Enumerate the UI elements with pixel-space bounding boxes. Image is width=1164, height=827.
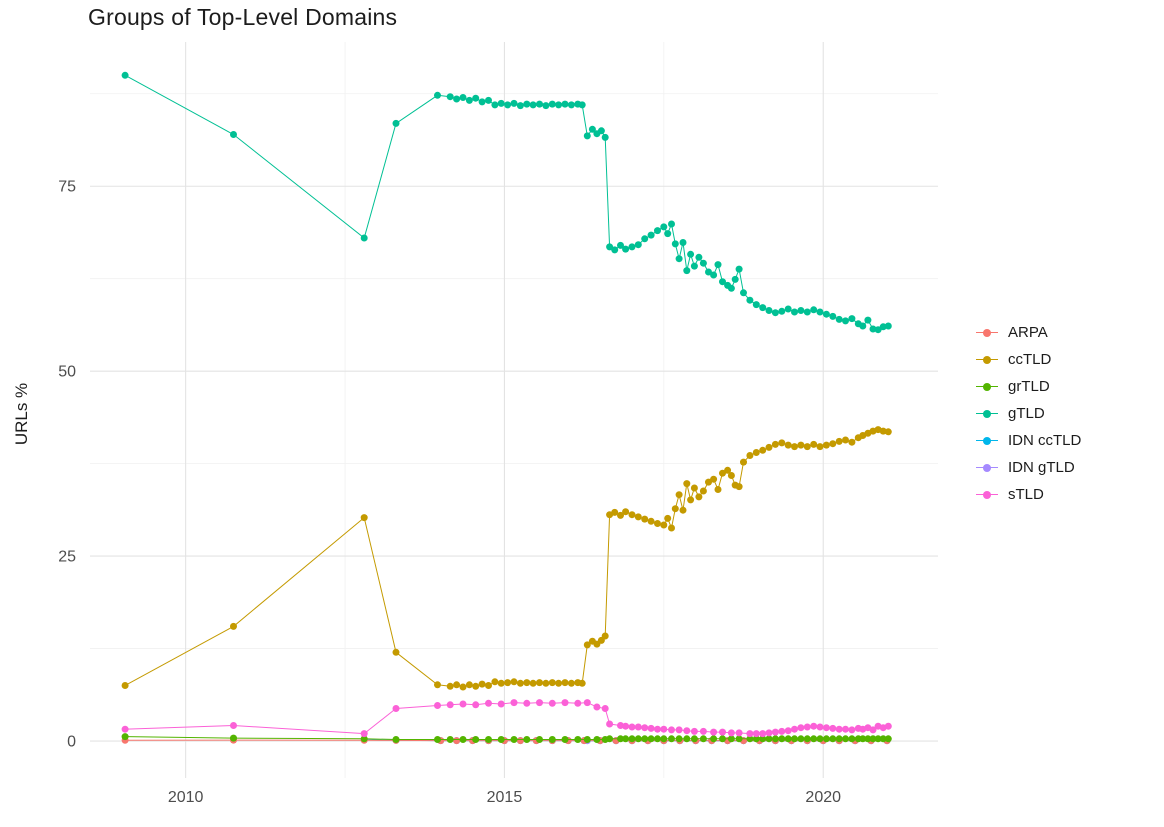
legend-item-stld: sTLD xyxy=(976,486,1081,504)
legend-key-icon xyxy=(976,436,998,446)
series-grtld xyxy=(121,733,892,743)
axis-tick-labels: 0 25 50 75 2010 2015 2020 xyxy=(58,179,841,806)
chart-title: Groups of Top-Level Domains xyxy=(88,4,398,30)
legend-item-label: IDN ccTLD xyxy=(1008,432,1082,449)
legend-item-idn-gtld: IDN gTLD xyxy=(976,459,1081,477)
y-tick-label: 50 xyxy=(58,364,76,381)
series-stld xyxy=(121,699,892,738)
legend-item-label: gTLD xyxy=(1008,405,1045,422)
legend-key-icon xyxy=(976,355,998,365)
gridlines xyxy=(90,42,938,778)
legend-item-grtld: grTLD xyxy=(976,378,1081,396)
legend-item-label: IDN gTLD xyxy=(1008,459,1075,476)
legend-item-label: ARPA xyxy=(1008,324,1048,341)
legend-key-icon xyxy=(976,463,998,473)
x-tick-label: 2020 xyxy=(805,789,841,806)
y-tick-label: 0 xyxy=(67,734,76,751)
legend-item-label: grTLD xyxy=(1008,378,1050,395)
series-cctld xyxy=(121,426,892,691)
y-tick-label: 75 xyxy=(58,179,76,196)
legend-key-icon xyxy=(976,382,998,392)
x-tick-label: 2010 xyxy=(168,789,204,806)
legend-item-label: sTLD xyxy=(1008,486,1044,503)
chart-legend: ARPA ccTLD grTLD gTLD IDN ccTLD IDN gTLD sTLD xyxy=(976,324,1081,504)
legend-key-icon xyxy=(976,409,998,419)
series-gtld xyxy=(121,71,892,334)
x-tick-label: 2015 xyxy=(487,789,523,806)
legend-key-icon xyxy=(976,490,998,500)
legend-item-gtld: gTLD xyxy=(976,405,1081,423)
legend-item-idn-cctld: IDN ccTLD xyxy=(976,432,1081,450)
legend-item-cctld: ccTLD xyxy=(976,351,1081,369)
y-tick-label: 25 xyxy=(58,549,76,566)
legend-item-label: ccTLD xyxy=(1008,351,1052,368)
legend-key-icon xyxy=(976,328,998,338)
legend-item-arpa: ARPA xyxy=(976,324,1081,342)
